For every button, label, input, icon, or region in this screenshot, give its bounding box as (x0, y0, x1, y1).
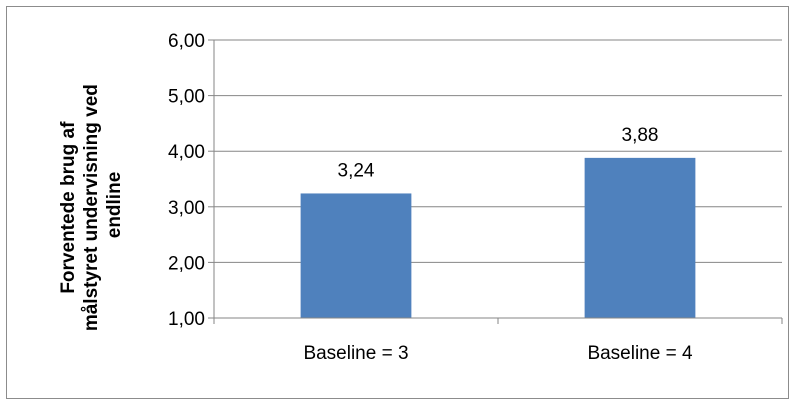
y-tick-label: 4,00 (168, 142, 205, 163)
data-label: 3,24 (338, 160, 375, 181)
y-axis-label-line-3: endline (104, 172, 125, 239)
y-axis-label-line-2: målstyret undervisning ved (81, 84, 102, 331)
y-tick-label: 5,00 (168, 87, 205, 108)
y-axis-label: Forventede brug af målstyret undervisnin… (58, 79, 125, 331)
bars (300, 157, 696, 318)
y-axis-label-line-1: Forventede brug af (58, 121, 79, 294)
bar (584, 157, 696, 318)
y-tick-labels: 1,00 2,00 3,00 4,00 5,00 6,00 (168, 31, 205, 330)
y-tick-label: 3,00 (168, 198, 205, 219)
x-tick-label: Baseline = 4 (587, 343, 693, 364)
y-tick-label: 6,00 (168, 31, 205, 52)
data-labels: 3,24 3,88 (338, 125, 659, 182)
axes (208, 39, 783, 324)
x-tick-labels: Baseline = 3 Baseline = 4 (303, 343, 693, 364)
data-label: 3,88 (622, 125, 659, 146)
y-tick-label: 1,00 (168, 309, 205, 330)
y-tick-label: 2,00 (168, 253, 205, 274)
x-tick-label: Baseline = 3 (303, 343, 408, 364)
gridlines (214, 39, 782, 263)
bar (300, 193, 412, 318)
